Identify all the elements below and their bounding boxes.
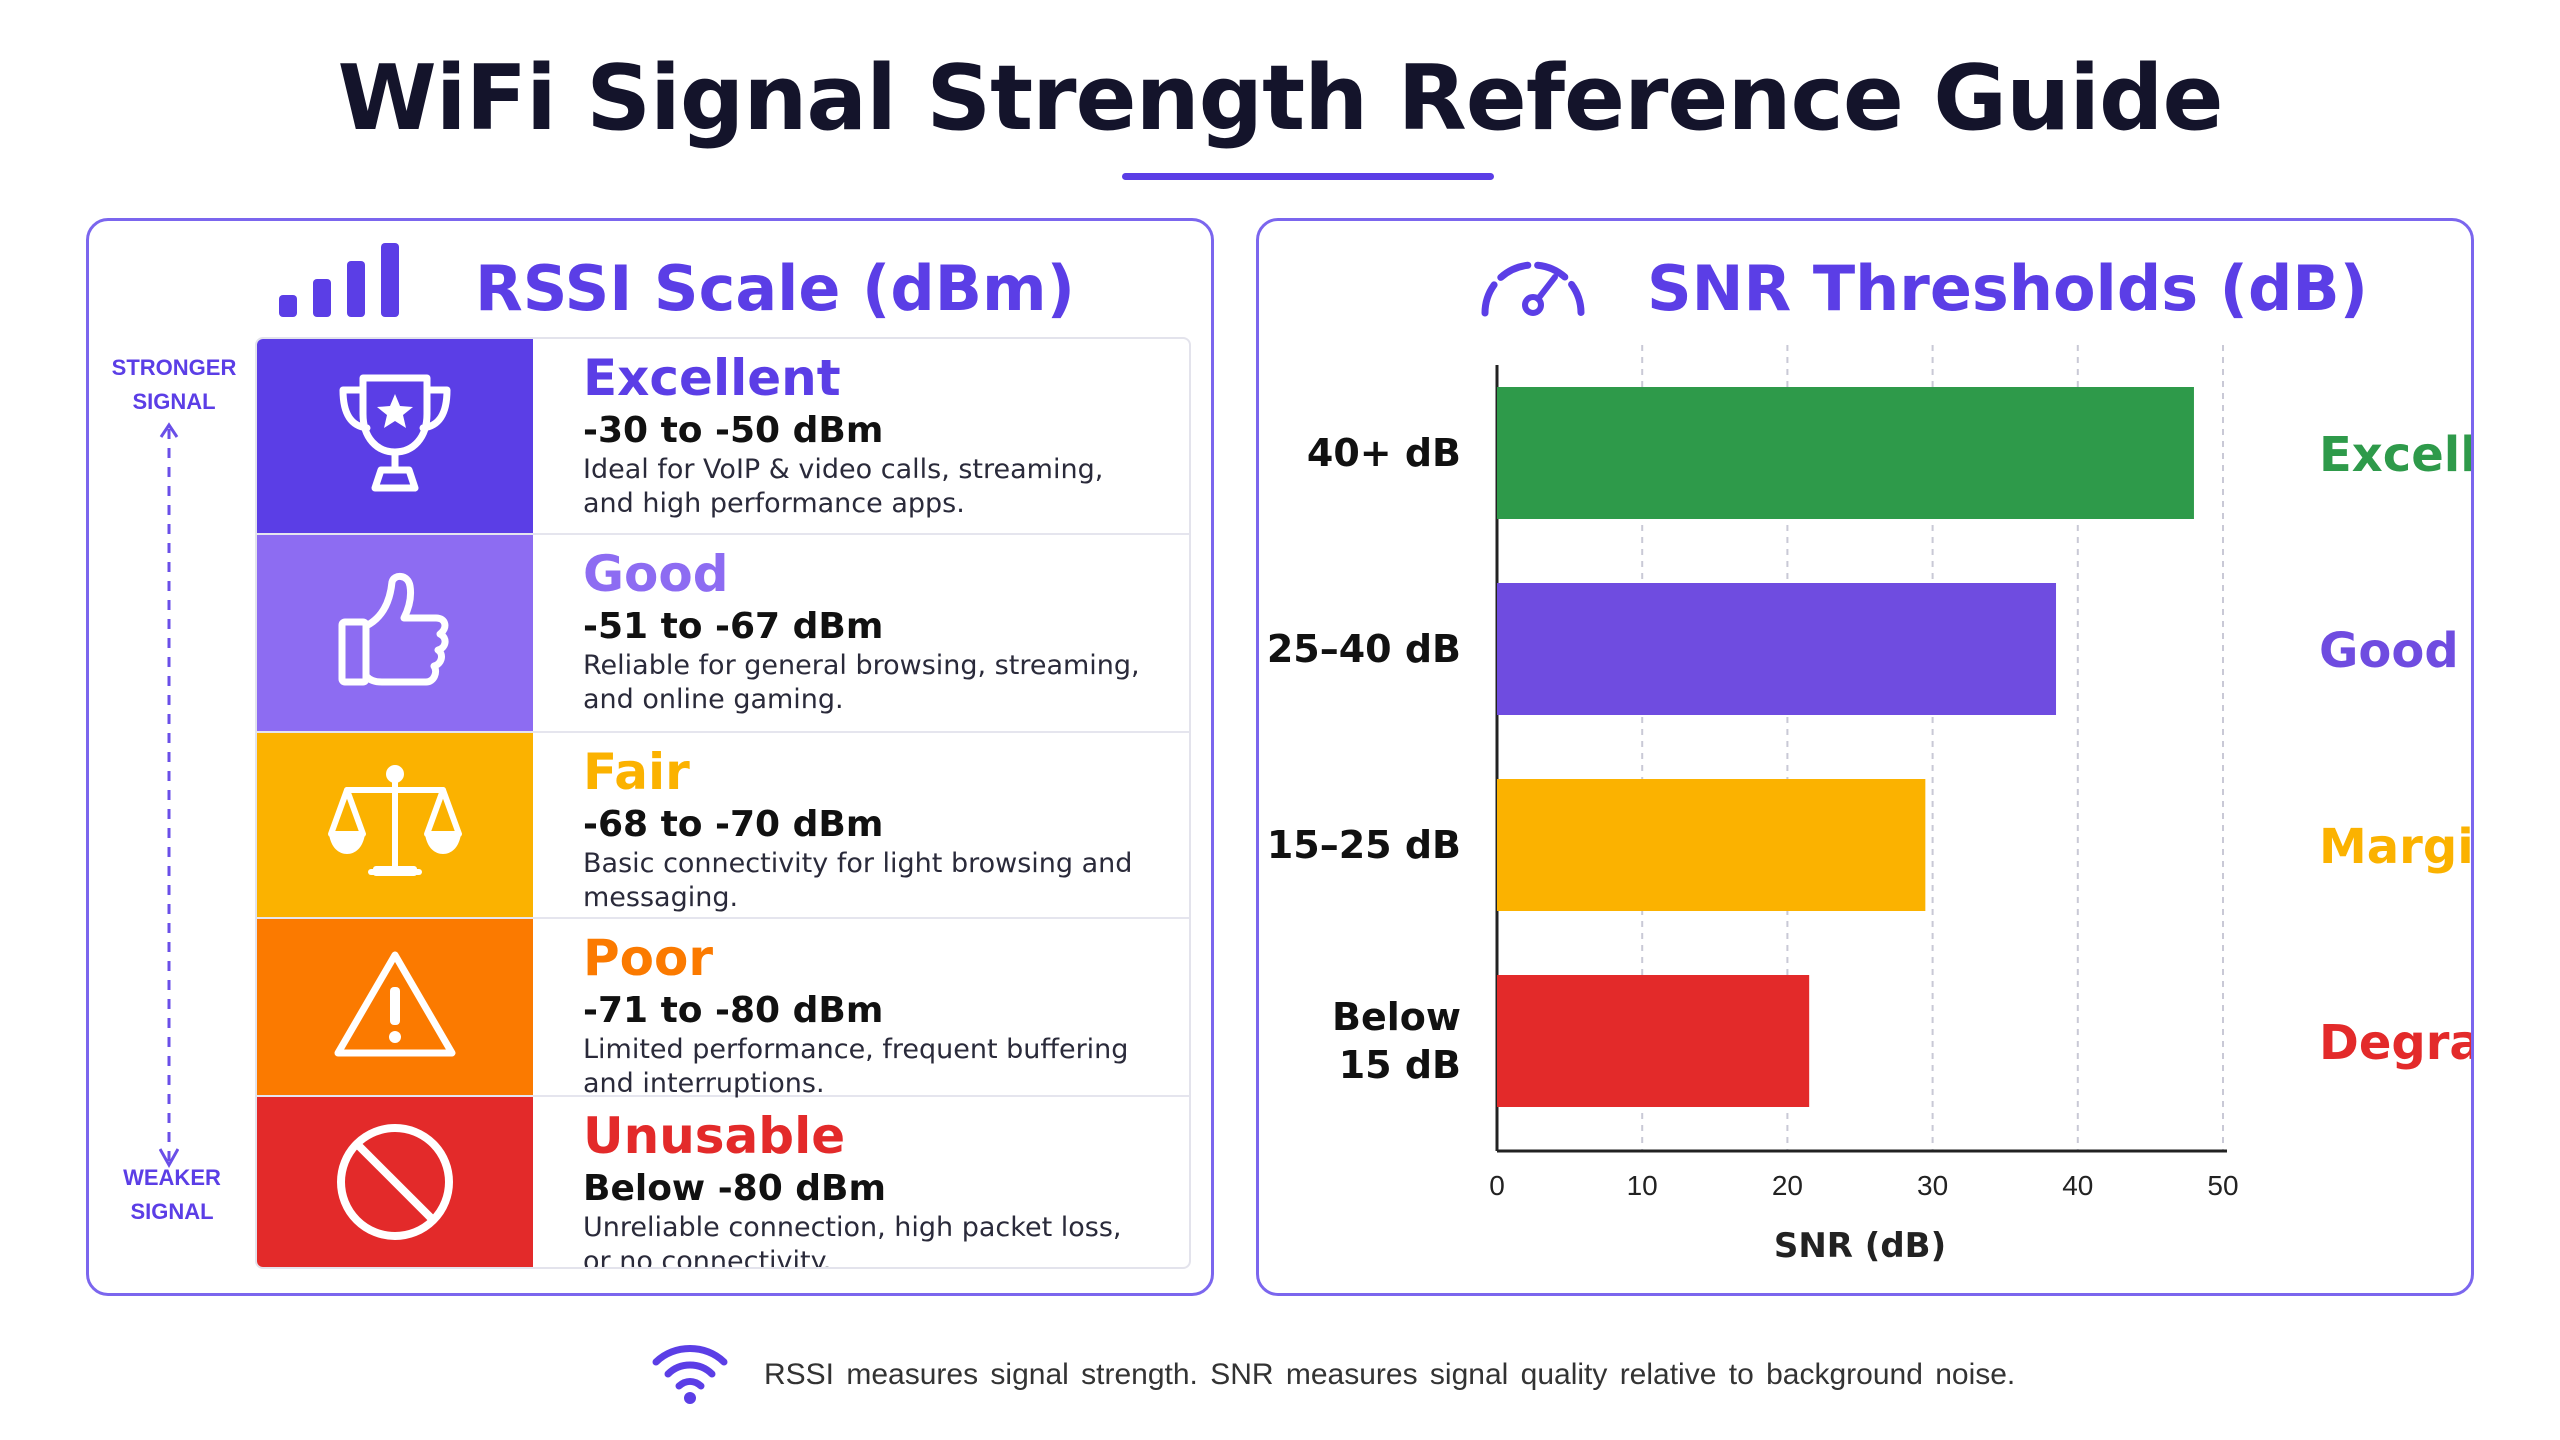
x-tick-label: 30 xyxy=(1917,1170,1948,1201)
level-icon-cell xyxy=(257,1097,533,1267)
level-name: Poor xyxy=(583,929,714,987)
snr-bar xyxy=(1497,975,1810,1107)
level-row-excellent: Excellent -30 to -50 dBm Ideal for VoIP … xyxy=(257,339,1189,535)
wifi-icon xyxy=(650,1340,730,1410)
level-name: Excellent xyxy=(583,349,841,407)
footer-text: RSSI measures signal strength. SNR measu… xyxy=(764,1358,2016,1391)
rssi-header: RSSI Scale (dBm) xyxy=(279,243,1075,334)
trophy-icon xyxy=(325,364,465,508)
x-tick-label: 20 xyxy=(1772,1170,1803,1201)
level-description: Unreliable connection, high packet loss,… xyxy=(583,1212,1122,1269)
rssi-panel: RSSI Scale (dBm) STRONGER SIGNAL WEAKER … xyxy=(86,218,1214,1296)
level-range: Below -80 dBm xyxy=(583,1168,887,1209)
prohibited-icon xyxy=(333,1120,457,1248)
balance-scale-icon xyxy=(325,758,465,892)
snr-bar xyxy=(1497,387,2194,519)
snr-bar xyxy=(1497,583,2057,715)
level-name: Good xyxy=(583,545,729,603)
x-tick-label: 50 xyxy=(2207,1170,2238,1201)
level-icon-cell xyxy=(257,339,533,533)
level-range: -71 to -80 dBm xyxy=(583,990,884,1031)
category-label: 15 dB xyxy=(1339,1043,1461,1087)
level-icon-cell xyxy=(257,733,533,917)
level-row-good: Good -51 to -67 dBm Reliable for general… xyxy=(257,535,1189,733)
stronger-signal-label: STRONGER SIGNAL xyxy=(111,355,237,414)
x-tick-label: 10 xyxy=(1627,1170,1658,1201)
snr-panel: SNR Thresholds (dB) 0 10 20 30 40 50 SNR (dB) 4… xyxy=(1256,218,2474,1296)
snr-heading: SNR Thresholds (dB) xyxy=(1647,252,2368,325)
level-description: Basic connectivity for light browsing an… xyxy=(583,848,1133,913)
thumbs-up-icon xyxy=(330,566,460,700)
level-name: Fair xyxy=(583,743,690,801)
level-text: Good -51 to -67 dBm Reliable for general… xyxy=(533,535,1143,731)
weaker-signal-label: WEAKER SIGNAL xyxy=(123,1165,221,1224)
level-description: Reliable for general browsing, streaming… xyxy=(583,650,1140,715)
quality-label: Marginal xyxy=(2319,819,2471,875)
quality-label: Excellent xyxy=(2319,427,2471,483)
footer: RSSI measures signal strength. SNR measu… xyxy=(650,1340,2015,1410)
category-label: 15–25 dB xyxy=(1267,823,1461,867)
page-title: WiFi Signal Strength Reference Guide xyxy=(337,46,2223,151)
quality-label: Degraded xyxy=(2319,1015,2471,1071)
category-label: 25–40 dB xyxy=(1267,627,1461,671)
level-range: -30 to -50 dBm xyxy=(583,410,884,451)
snr-bar xyxy=(1497,779,1926,911)
category-label: Below xyxy=(1332,995,1461,1039)
gauge-icon xyxy=(1475,243,1591,334)
signal-strength-arrow xyxy=(159,422,179,1169)
category-label: 40+ dB xyxy=(1307,431,1461,475)
level-row-poor: Poor -71 to -80 dBm Limited performance,… xyxy=(257,919,1189,1099)
rssi-heading: RSSI Scale (dBm) xyxy=(475,252,1075,325)
x-tick-label: 40 xyxy=(2062,1170,2093,1201)
level-text: Fair -68 to -70 dBm Basic connectivity f… xyxy=(533,733,1143,917)
level-range: -68 to -70 dBm xyxy=(583,804,884,845)
warning-icon xyxy=(330,945,460,1069)
x-tick-label: 0 xyxy=(1489,1170,1505,1201)
snr-bar-chart: 0 10 20 30 40 50 SNR (dB) 40+ dB Excellent 25–40 … xyxy=(1267,345,2471,1266)
level-row-fair: Fair -68 to -70 dBm Basic connectivity f… xyxy=(257,733,1189,919)
rssi-scale-table: Excellent -30 to -50 dBm Ideal for VoIP … xyxy=(255,337,1191,1269)
snr-header: SNR Thresholds (dB) xyxy=(1475,243,2368,334)
level-range: -51 to -67 dBm xyxy=(583,606,884,647)
title-underline xyxy=(1122,173,1494,180)
x-axis-label: SNR (dB) xyxy=(1774,1226,1946,1266)
level-description: Ideal for VoIP & video calls, streaming,… xyxy=(583,454,1104,519)
level-text: Poor -71 to -80 dBm Limited performance,… xyxy=(533,919,1143,1099)
level-icon-cell xyxy=(257,919,533,1095)
signal-bars-icon xyxy=(279,243,403,334)
level-row-unusable: Unusable Below -80 dBm Unreliable connec… xyxy=(257,1097,1189,1269)
level-icon-cell xyxy=(257,535,533,731)
level-name: Unusable xyxy=(583,1107,846,1165)
level-text: Unusable Below -80 dBm Unreliable connec… xyxy=(533,1097,1143,1269)
level-text: Excellent -30 to -50 dBm Ideal for VoIP … xyxy=(533,339,1143,533)
level-description: Limited performance, frequent buffering … xyxy=(583,1034,1129,1099)
quality-label: Good xyxy=(2319,623,2459,679)
